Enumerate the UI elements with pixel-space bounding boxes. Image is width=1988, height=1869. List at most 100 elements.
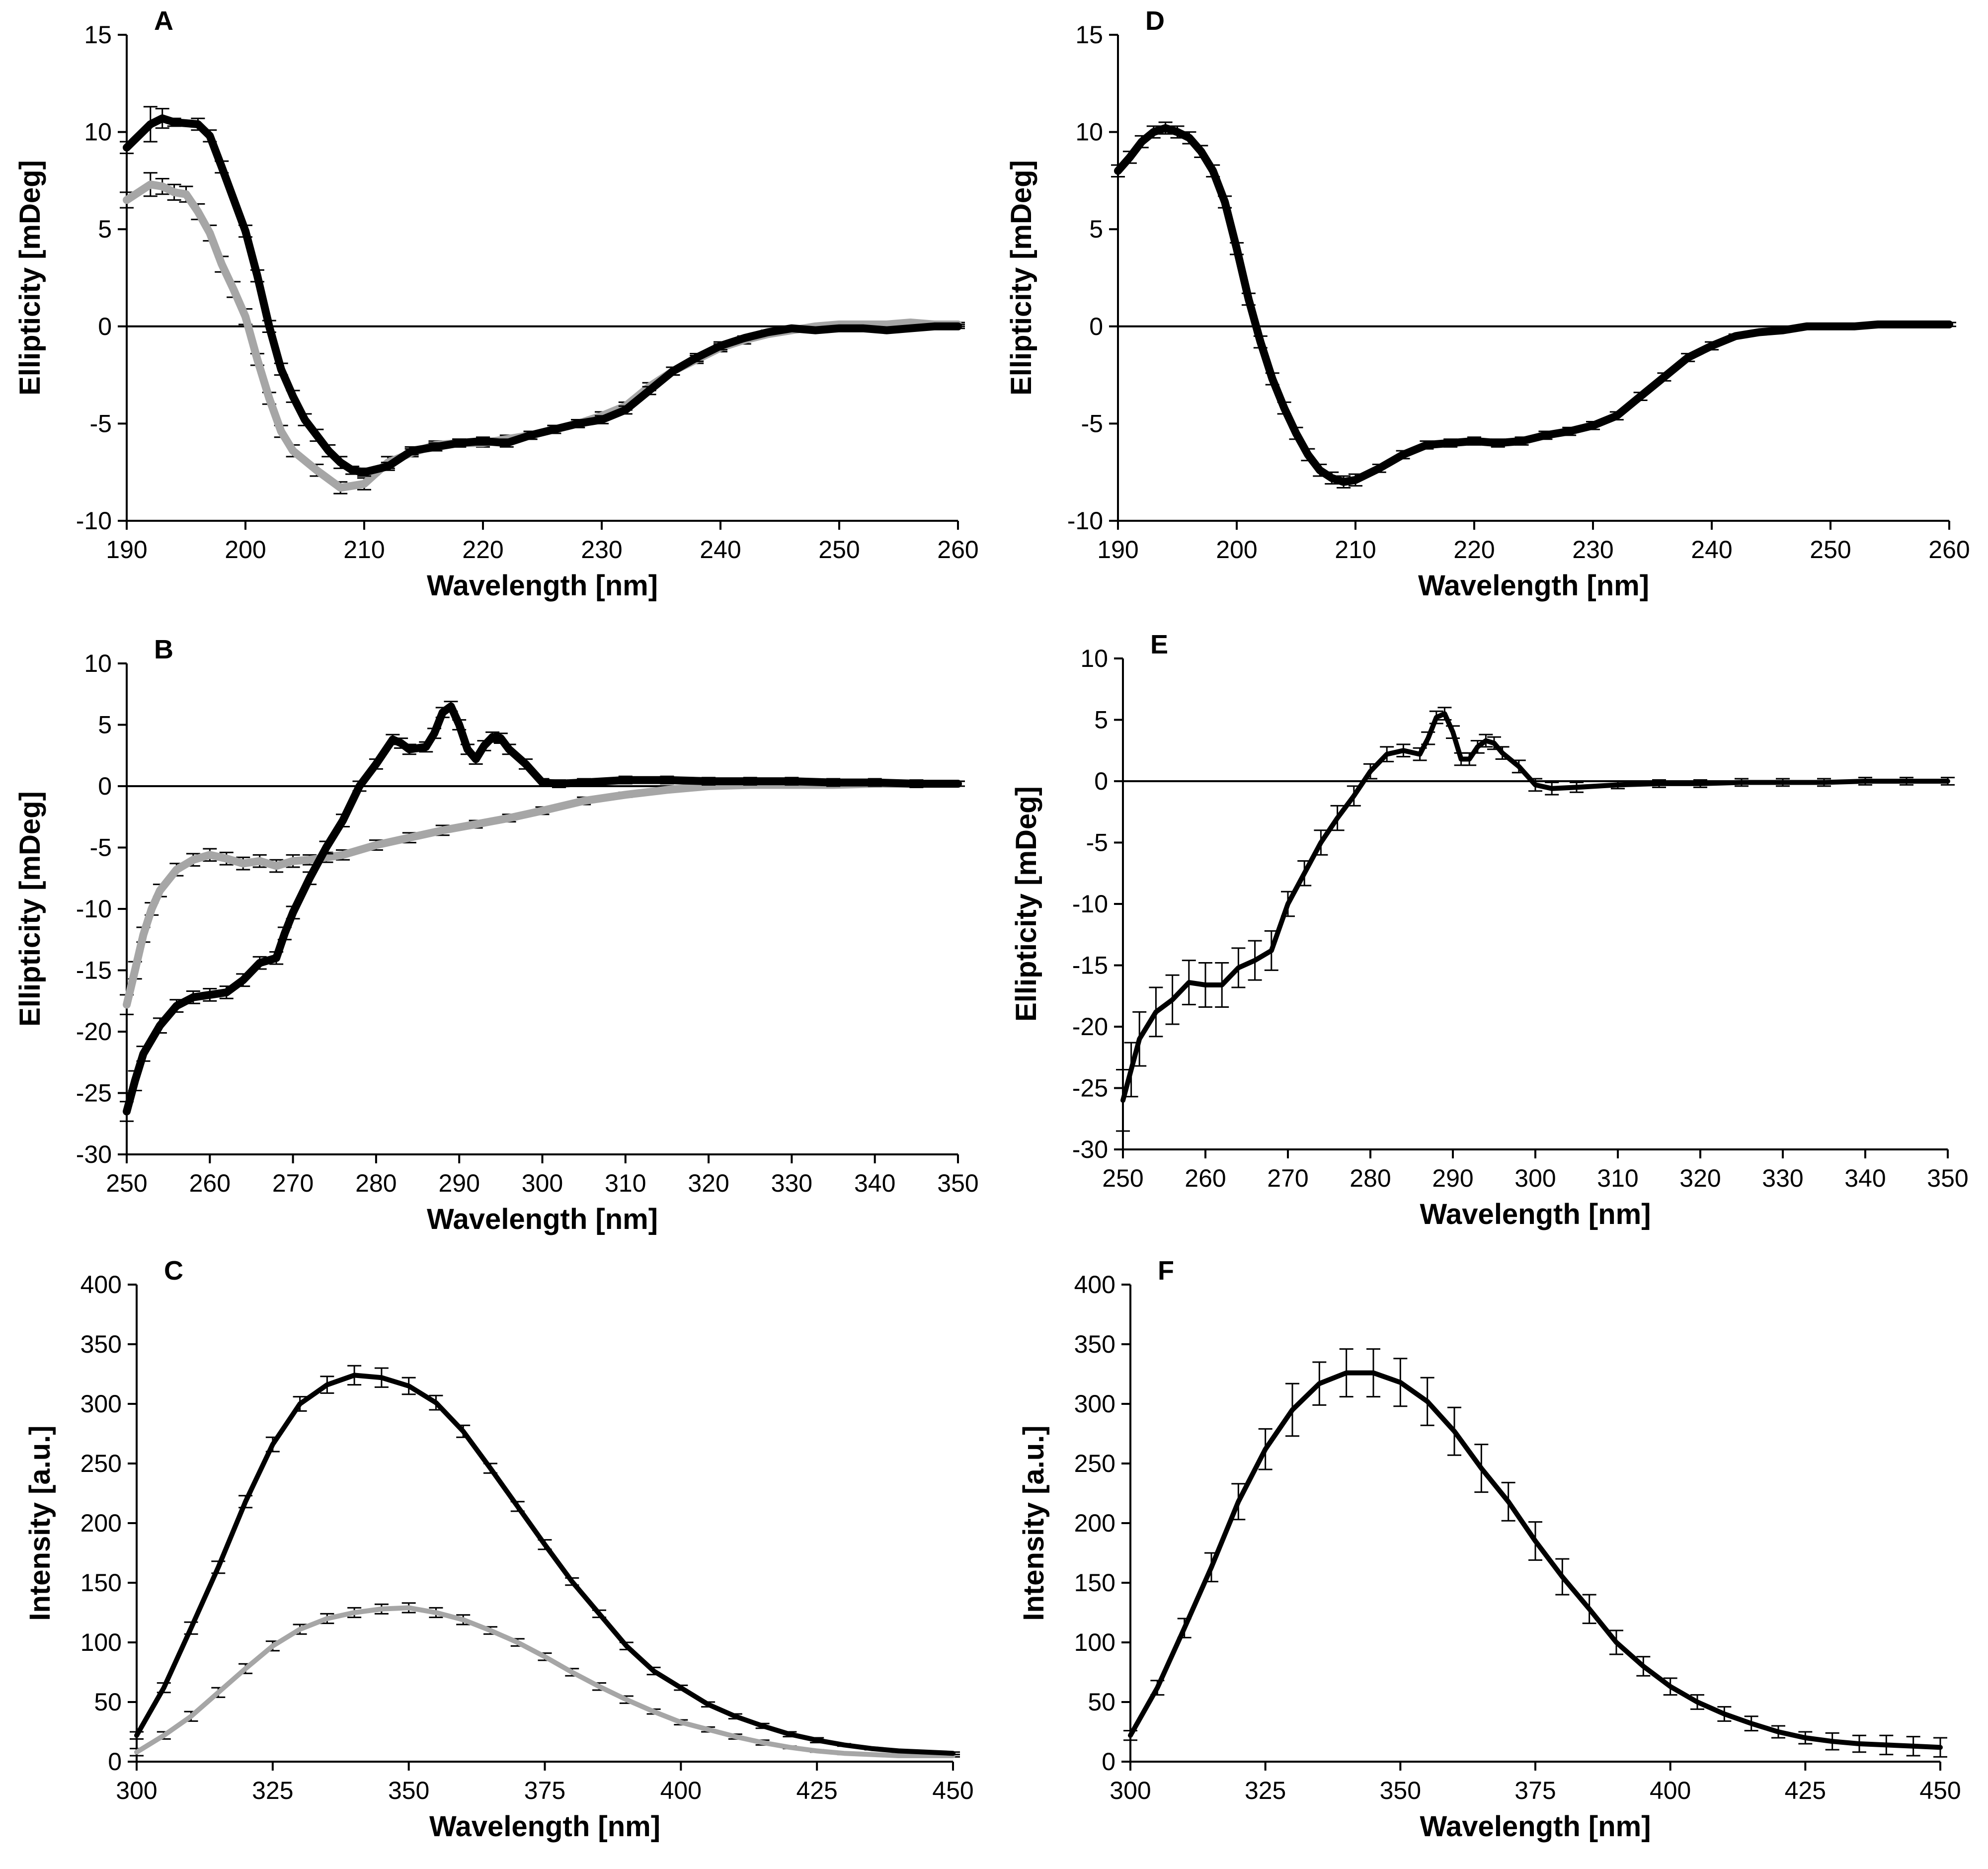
y-tick-label: 0 <box>1094 767 1108 795</box>
y-tick-label: 250 <box>1074 1450 1115 1477</box>
y-tick-label: 10 <box>1080 645 1108 672</box>
x-tick-label: 250 <box>1810 536 1851 564</box>
x-tick-label: 280 <box>1350 1164 1391 1192</box>
y-axis-title: Ellipticity [mDeg] <box>1005 160 1037 396</box>
x-tick-label: 210 <box>343 536 385 564</box>
y-tick-label: 10 <box>84 650 112 677</box>
series-gray <box>130 1602 960 1758</box>
y-tick-label: -15 <box>76 957 112 984</box>
y-axis-title: Ellipticity [mDeg] <box>14 160 46 396</box>
y-axis-title: Intensity [a.u.] <box>24 1425 56 1621</box>
y-tick-label: 15 <box>1075 21 1103 49</box>
x-tick-label: 325 <box>252 1777 293 1804</box>
x-tick-label: 260 <box>1928 536 1970 564</box>
y-tick-label: -5 <box>1081 409 1103 437</box>
x-tick-label: 300 <box>1514 1164 1556 1192</box>
x-tick-label: 270 <box>272 1169 314 1197</box>
x-tick-label: 290 <box>438 1169 479 1197</box>
x-tick-label: 320 <box>688 1169 729 1197</box>
y-tick-label: 100 <box>1074 1628 1115 1656</box>
y-tick-label: 5 <box>1089 215 1103 243</box>
x-tick-label: 300 <box>1110 1777 1151 1804</box>
x-axis-title: Wavelength [nm] <box>429 1810 660 1843</box>
y-tick-label: 5 <box>98 215 112 243</box>
series-black <box>1116 707 1955 1132</box>
x-tick-label: 250 <box>818 536 860 564</box>
series-line-black <box>123 702 962 1116</box>
x-tick-label: 400 <box>660 1777 702 1804</box>
x-tick-label: 310 <box>1597 1164 1638 1192</box>
x-tick-label: 230 <box>1572 536 1613 564</box>
y-axis-title: Ellipticity [mDeg] <box>14 791 46 1027</box>
y-tick-label: -10 <box>76 507 112 535</box>
x-tick-label: 240 <box>700 536 741 564</box>
series-line-gray <box>134 1605 955 1758</box>
x-axis-title: Wavelength [nm] <box>1420 1810 1651 1843</box>
series-gray <box>120 172 965 494</box>
panel-letter: E <box>1150 630 1168 659</box>
x-tick-label: 240 <box>1691 536 1732 564</box>
y-tick-label: 350 <box>80 1330 122 1358</box>
x-tick-label: 450 <box>1919 1777 1961 1804</box>
panel-letter: D <box>1145 6 1165 36</box>
x-tick-label: 340 <box>854 1169 895 1197</box>
x-axis-title: Wavelength [nm] <box>1418 569 1649 602</box>
panel-letter: B <box>154 635 173 664</box>
x-tick-label: 230 <box>581 536 622 564</box>
series-black <box>1123 1348 1947 1758</box>
y-tick-label: -15 <box>1072 952 1108 979</box>
x-tick-label: 320 <box>1679 1164 1721 1192</box>
y-tick-label: 300 <box>1074 1390 1115 1418</box>
series-black <box>120 106 965 477</box>
y-tick-label: 350 <box>1074 1330 1115 1358</box>
y-tick-label: 50 <box>94 1688 122 1716</box>
series-line-black <box>1120 711 1950 1103</box>
y-tick-label: 200 <box>1074 1509 1115 1537</box>
x-tick-label: 220 <box>462 536 503 564</box>
x-tick-label: 280 <box>355 1169 397 1197</box>
x-axis-title: Wavelength [nm] <box>427 1203 658 1235</box>
series-black <box>130 1365 960 1756</box>
x-tick-label: 325 <box>1245 1777 1286 1804</box>
x-tick-label: 300 <box>116 1777 157 1804</box>
x-tick-label: 200 <box>225 536 266 564</box>
y-tick-label: 5 <box>1094 706 1108 734</box>
panel-letter: C <box>164 1256 183 1286</box>
chart-panel-f: 0 50 100 150 200 250 300 350 400 300 325 350 375 400 4… <box>1018 1256 1961 1843</box>
y-tick-label: -20 <box>76 1018 112 1046</box>
series-black <box>120 701 965 1122</box>
y-tick-label: 400 <box>1074 1271 1115 1299</box>
y-tick-label: 0 <box>108 1748 122 1776</box>
y-axis-title: Ellipticity [mDeg] <box>1010 786 1042 1022</box>
y-tick-label: -10 <box>1072 890 1108 918</box>
panel-letter: F <box>1158 1256 1174 1286</box>
chart-panel-d: -10 -5 0 5 10 15 190 200 210 220 230 240 250 260 Wavel… <box>1005 6 1970 602</box>
y-tick-label: 100 <box>80 1628 122 1656</box>
x-tick-label: 190 <box>1097 536 1138 564</box>
series-line-black <box>134 1373 955 1756</box>
chart-panel-a: -10 -5 0 5 10 15 190 200 210 220 230 240 250 260 Wavel… <box>14 6 979 602</box>
chart-panel-e: -30 -25 -20 -15 -10 -5 0 5 10 250 260 270 280 290 300 3… <box>1010 630 1969 1230</box>
y-tick-label: 50 <box>1088 1688 1115 1716</box>
y-tick-label: -25 <box>76 1079 112 1107</box>
y-tick-label: 5 <box>98 711 112 739</box>
x-tick-label: 260 <box>937 536 978 564</box>
x-tick-label: 190 <box>106 536 147 564</box>
x-tick-label: 200 <box>1216 536 1257 564</box>
y-tick-label: -30 <box>76 1140 112 1168</box>
x-tick-label: 330 <box>1762 1164 1803 1192</box>
x-tick-label: 350 <box>1927 1164 1968 1192</box>
y-tick-label: 0 <box>1089 313 1103 340</box>
x-tick-label: 350 <box>1380 1777 1421 1804</box>
x-tick-label: 290 <box>1432 1164 1473 1192</box>
y-tick-label: -10 <box>76 895 112 923</box>
x-axis-title: Wavelength [nm] <box>427 569 658 602</box>
x-tick-label: 400 <box>1650 1777 1691 1804</box>
x-tick-label: 425 <box>1785 1777 1826 1804</box>
x-tick-label: 210 <box>1335 536 1376 564</box>
x-tick-label: 250 <box>106 1169 147 1197</box>
x-tick-label: 260 <box>1185 1164 1226 1192</box>
y-tick-label: 10 <box>84 118 112 146</box>
y-tick-label: 200 <box>80 1509 122 1537</box>
